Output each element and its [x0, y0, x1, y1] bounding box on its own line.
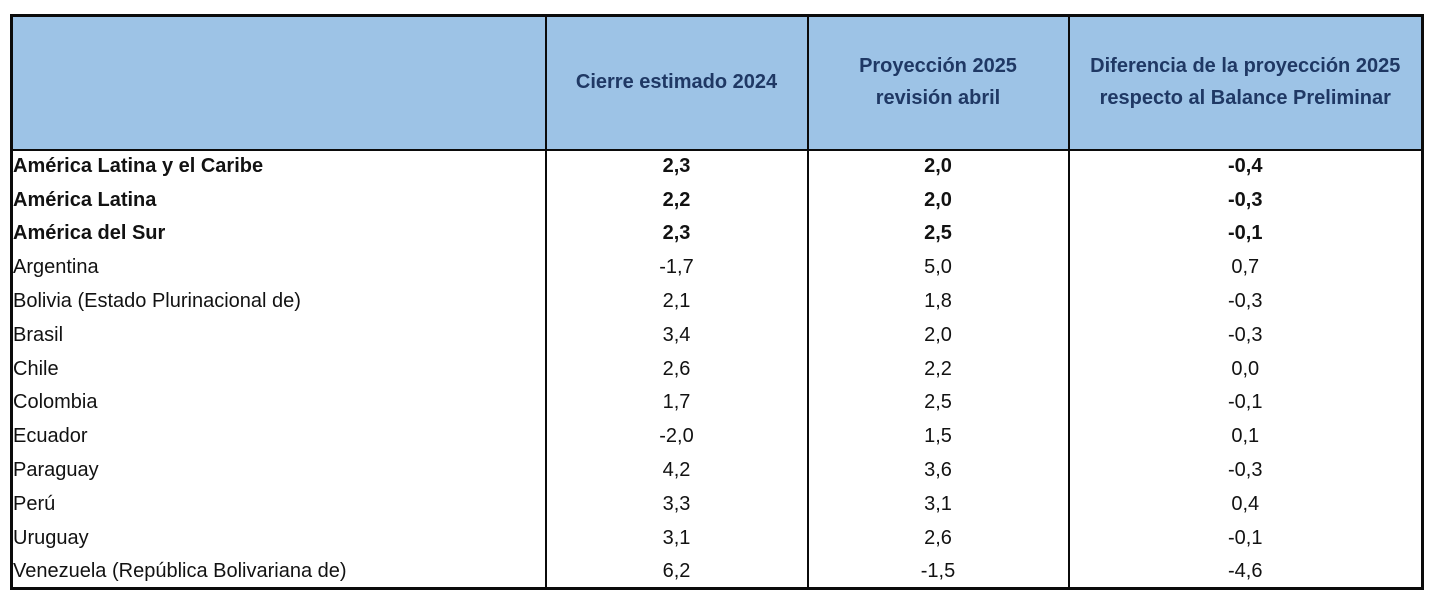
cell-diferencia: 0,7 — [1067, 250, 1423, 285]
cell-cierre-2024: 3,1 — [544, 521, 808, 556]
table-row: Argentina -1,7 5,0 0,7 — [11, 250, 1423, 285]
cell-diferencia: 0,1 — [1067, 419, 1423, 454]
header-row: Cierre estimado 2024 Proyección 2025 rev… — [11, 15, 1423, 151]
cell-proyeccion-2025: 2,6 — [806, 521, 1069, 556]
table-row: Chile 2,6 2,2 0,0 — [11, 352, 1423, 387]
cell-proyeccion-2025: 2,0 — [806, 183, 1069, 218]
cell-proyeccion-2025: 1,5 — [806, 419, 1069, 454]
cell-cierre-2024: 2,3 — [544, 217, 808, 251]
table-row: Uruguay 3,1 2,6 -0,1 — [11, 521, 1423, 556]
cell-cierre-2024: 4,2 — [544, 453, 808, 488]
cell-cierre-2024: -1,7 — [544, 250, 808, 285]
row-label: Brasil — [11, 318, 546, 353]
cell-cierre-2024: -2,0 — [544, 419, 808, 454]
cell-cierre-2024: 3,4 — [544, 318, 808, 353]
cell-proyeccion-2025: 3,6 — [806, 453, 1069, 488]
cell-diferencia: 0,0 — [1067, 352, 1423, 387]
table-row: Bolivia (Estado Plurinacional de) 2,1 1,… — [11, 284, 1423, 319]
cell-cierre-2024: 6,2 — [544, 555, 808, 589]
row-label: Argentina — [11, 250, 546, 285]
row-label: Uruguay — [11, 521, 546, 556]
cell-diferencia: -0,3 — [1067, 183, 1423, 218]
table-row: Ecuador -2,0 1,5 0,1 — [11, 419, 1423, 454]
row-label: Venezuela (República Bolivariana de) — [11, 555, 546, 589]
cell-diferencia: -0,1 — [1067, 521, 1423, 556]
cell-diferencia: -0,1 — [1067, 386, 1423, 420]
cell-cierre-2024: 3,3 — [544, 487, 808, 522]
cell-diferencia: -4,6 — [1067, 555, 1423, 589]
row-label: Paraguay — [11, 453, 546, 488]
header-diferencia-proyeccion: Diferencia de la proyección 2025 respect… — [1067, 15, 1423, 151]
header-proyeccion-2025: Proyección 2025 revisión abril — [806, 15, 1069, 151]
cell-proyeccion-2025: 2,5 — [806, 386, 1069, 420]
header-empty-cell — [11, 15, 546, 151]
table-row: América Latina 2,2 2,0 -0,3 — [11, 183, 1423, 218]
table-row: Perú 3,3 3,1 0,4 — [11, 487, 1423, 522]
projections-table: Cierre estimado 2024 Proyección 2025 rev… — [10, 14, 1424, 591]
cell-proyeccion-2025: 1,8 — [806, 284, 1069, 319]
header-cierre-estimado-2024: Cierre estimado 2024 — [544, 15, 808, 151]
cell-cierre-2024: 2,3 — [544, 149, 808, 184]
cell-proyeccion-2025: 2,2 — [806, 352, 1069, 387]
row-label: América del Sur — [11, 217, 546, 251]
cell-proyeccion-2025: 2,0 — [806, 318, 1069, 353]
row-label: Chile — [11, 352, 546, 387]
cell-proyeccion-2025: 3,1 — [806, 487, 1069, 522]
table-row: América del Sur 2,3 2,5 -0,1 — [11, 217, 1423, 251]
cell-diferencia: -0,3 — [1067, 284, 1423, 319]
row-label: América Latina — [11, 183, 546, 218]
cell-proyeccion-2025: -1,5 — [806, 555, 1069, 589]
cell-diferencia: 0,4 — [1067, 487, 1423, 522]
row-label: América Latina y el Caribe — [11, 149, 546, 184]
row-label: Bolivia (Estado Plurinacional de) — [11, 284, 546, 319]
table-row: Colombia 1,7 2,5 -0,1 — [11, 386, 1423, 420]
table-row: Brasil 3,4 2,0 -0,3 — [11, 318, 1423, 353]
cell-cierre-2024: 2,6 — [544, 352, 808, 387]
cell-diferencia: -0,1 — [1067, 217, 1423, 251]
cell-proyeccion-2025: 2,0 — [806, 149, 1069, 184]
table-row: América Latina y el Caribe 2,3 2,0 -0,4 — [11, 149, 1423, 184]
row-label: Perú — [11, 487, 546, 522]
cell-diferencia: -0,3 — [1067, 453, 1423, 488]
cell-cierre-2024: 2,1 — [544, 284, 808, 319]
row-label: Colombia — [11, 386, 546, 420]
cell-proyeccion-2025: 5,0 — [806, 250, 1069, 285]
cell-cierre-2024: 1,7 — [544, 386, 808, 420]
cell-proyeccion-2025: 2,5 — [806, 217, 1069, 251]
row-label: Ecuador — [11, 419, 546, 454]
cell-diferencia: -0,3 — [1067, 318, 1423, 353]
cell-diferencia: -0,4 — [1067, 149, 1423, 184]
cell-cierre-2024: 2,2 — [544, 183, 808, 218]
table-row: Paraguay 4,2 3,6 -0,3 — [11, 453, 1423, 488]
table-row: Venezuela (República Bolivariana de) 6,2… — [11, 555, 1423, 589]
